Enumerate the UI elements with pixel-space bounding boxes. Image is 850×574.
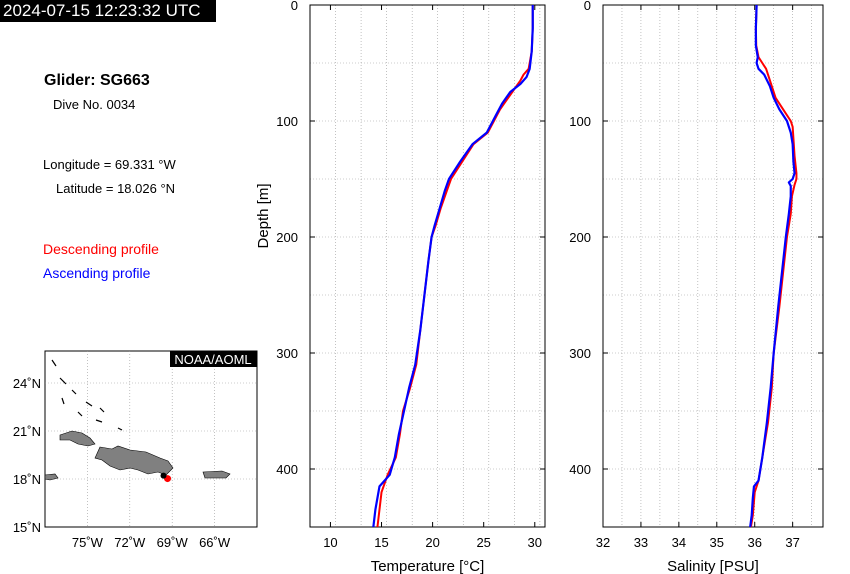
legend-ascending: Ascending profile — [43, 265, 151, 281]
x-tick-label: 36 — [747, 535, 761, 550]
legend-descending: Descending profile — [43, 241, 159, 257]
y-axis-label: Depth [m] — [255, 183, 272, 248]
series-line-descending — [376, 5, 534, 528]
map-lon-label: 75˚W — [72, 535, 104, 550]
y-tick-label: 300 — [276, 346, 298, 361]
x-tick-label: 10 — [323, 535, 337, 550]
x-tick-label: 33 — [634, 535, 648, 550]
x-axis-label: Temperature [°C] — [371, 558, 485, 574]
latitude-label: Latitude = 18.026 °N — [56, 181, 176, 196]
x-tick-label: 15 — [374, 535, 388, 550]
timestamp-label: 2024-07-15 12:23:32 UTC — [0, 0, 216, 22]
glider-title: Glider: SG663 — [44, 72, 150, 89]
y-tick-label: 300 — [569, 346, 591, 361]
x-axis-label: Salinity [PSU] — [667, 558, 759, 574]
series-line-ascending — [372, 5, 534, 528]
cuba-landmass — [59, 430, 96, 447]
y-tick-label: 0 — [291, 0, 298, 13]
x-tick-label: 37 — [785, 535, 799, 550]
y-tick-label: 100 — [569, 114, 591, 129]
y-tick-label: 100 — [276, 114, 298, 129]
map-lat-label: 21˚N — [13, 424, 41, 439]
bahamas-islands — [51, 359, 123, 431]
map-lon-label: 66˚W — [199, 535, 231, 550]
glider-track-marker — [160, 472, 167, 479]
map-tick-labels: 75˚W 72˚W 69˚W 66˚W 24˚N 21˚N 18˚N 15˚N — [13, 376, 231, 550]
y-tick-label: 200 — [276, 230, 298, 245]
dive-number: Dive No. 0034 — [53, 97, 136, 112]
map-land — [44, 359, 231, 481]
location-map: NOAA/AOML 75˚W 72˚W 69˚W 66˚W 24˚N 21˚N 18˚N 15… — [13, 350, 258, 550]
jamaica-landmass — [44, 473, 59, 481]
y-tick-label: 400 — [276, 462, 298, 477]
y-tick-label: 0 — [584, 0, 591, 13]
x-tick-label: 34 — [672, 535, 686, 550]
puerto-rico-landmass — [202, 470, 231, 479]
longitude-label: Longitude = 69.331 °W — [43, 157, 176, 172]
x-tick-label: 30 — [528, 535, 542, 550]
map-lon-label: 72˚W — [114, 535, 146, 550]
x-tick-label: 35 — [710, 535, 724, 550]
map-credit-box — [170, 351, 257, 367]
x-tick-label: 25 — [476, 535, 490, 550]
x-tick-label: 32 — [596, 535, 610, 550]
salinity-chart: 32 33 34 35 36 37 0 100 200 300 400 Salinity [PSU] — [569, 0, 824, 574]
plot-frame — [602, 4, 824, 528]
map-lat-label: 24˚N — [13, 376, 41, 391]
map-lat-label: 15˚N — [13, 520, 41, 535]
map-credit: NOAA/AOML — [174, 352, 251, 367]
plot-frame — [309, 4, 546, 528]
series-line-ascending — [749, 4, 796, 528]
map-lon-label: 69˚W — [157, 535, 189, 550]
y-tick-label: 400 — [569, 462, 591, 477]
map-lat-label: 18˚N — [13, 472, 41, 487]
y-tick-label: 200 — [569, 230, 591, 245]
x-tick-label: 20 — [425, 535, 439, 550]
